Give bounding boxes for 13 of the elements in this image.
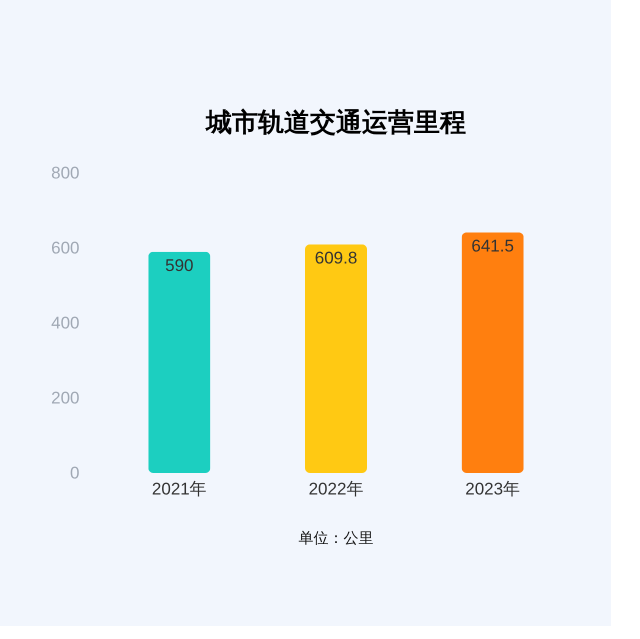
x-tick-label: 2021年: [152, 480, 207, 498]
y-tick-label: 600: [51, 238, 80, 258]
chart-title: 城市轨道交通运营里程: [205, 107, 466, 137]
y-tick-label: 800: [51, 164, 80, 182]
text: 单位：公里: [298, 530, 374, 547]
y-tick-label: 0: [70, 464, 80, 482]
x-tick-label: 2023年: [465, 480, 520, 498]
x-tick-label: 2022年: [308, 480, 364, 498]
y-tick-label: 200: [51, 388, 80, 408]
data-label: 641.5: [471, 236, 514, 256]
data-label: 590: [165, 256, 194, 275]
data-label: 609.8: [314, 248, 358, 268]
y-tick-label: 400: [51, 314, 80, 332]
